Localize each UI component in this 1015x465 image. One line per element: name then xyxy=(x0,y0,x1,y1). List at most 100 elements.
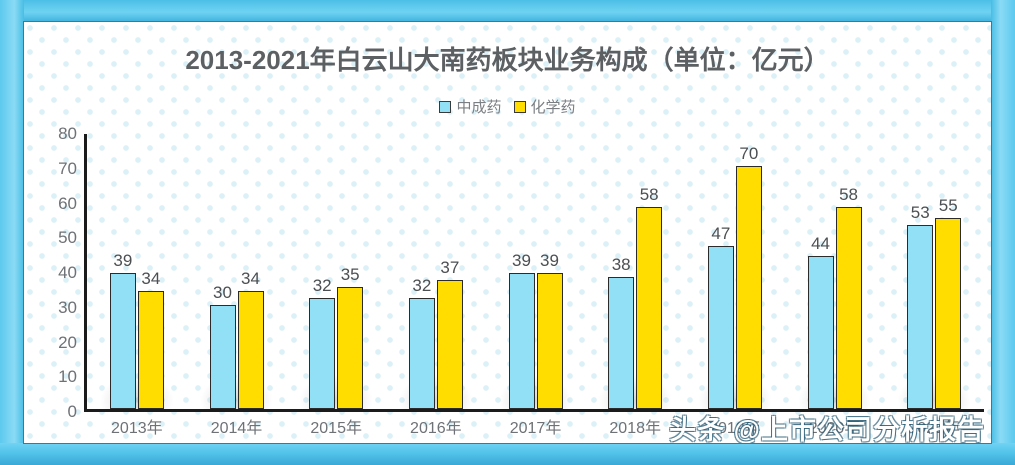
x-axis-label: 2017年 xyxy=(509,420,562,437)
bar-group: 38 58 xyxy=(585,131,685,409)
bar-value-label: 30 xyxy=(213,282,232,302)
frame-bevel-right xyxy=(991,0,1015,465)
bar-value-label: 39 xyxy=(113,251,133,271)
x-axis-label: 2018年 xyxy=(609,420,661,437)
legend-item-0[interactable]: 中成药 xyxy=(439,96,502,117)
bar[interactable]: 38 xyxy=(608,255,635,409)
bar-value-label: 70 xyxy=(739,143,759,163)
bar-column: 39 xyxy=(508,131,535,409)
bar-column: 58 xyxy=(636,131,663,409)
bar-column: 35 xyxy=(337,131,364,409)
bar[interactable]: 34 xyxy=(237,269,264,409)
bar-value-label: 38 xyxy=(611,254,631,274)
x-axis-label: 2019年 xyxy=(709,420,761,437)
y-tick-label: 20 xyxy=(58,332,77,352)
bar-column: 32 xyxy=(309,131,336,409)
bar[interactable]: 37 xyxy=(436,258,463,409)
legend-label: 中成药 xyxy=(456,99,502,116)
legend-label: 化学药 xyxy=(530,99,576,116)
bar-column: 39 xyxy=(536,131,563,409)
bar[interactable]: 32 xyxy=(408,276,435,409)
legend-swatch-icon xyxy=(439,100,452,113)
y-tick-label: 30 xyxy=(58,297,77,317)
bar-value-label: 35 xyxy=(340,265,360,285)
bar-column: 34 xyxy=(237,131,264,409)
bar-value-label: 39 xyxy=(540,251,559,271)
bar-group: 47 70 xyxy=(685,131,785,409)
bar-value-label: 39 xyxy=(512,251,531,271)
frame-bevel-left xyxy=(0,0,24,465)
bar-column: 53 xyxy=(907,131,934,409)
y-tick-label: 50 xyxy=(58,228,77,248)
bar[interactable]: 55 xyxy=(935,196,962,409)
bar[interactable]: 53 xyxy=(907,203,934,409)
bar[interactable]: 58 xyxy=(835,185,862,409)
frame-bevel-top xyxy=(0,0,1015,22)
frame-bevel-bottom xyxy=(0,443,1015,465)
bar-value-label: 58 xyxy=(639,185,659,205)
bar[interactable]: 34 xyxy=(137,269,164,409)
bar-column: 55 xyxy=(935,131,962,409)
bar-value-label: 34 xyxy=(141,268,161,288)
x-axis-label: 2014年 xyxy=(210,420,263,437)
y-tick-label: 40 xyxy=(58,263,77,282)
plot-area: 80 70 60 50 40 30 20 10 0 39 34 30 34 32 35 32 37 39 39 38… xyxy=(58,112,984,421)
bar-group: 30 34 xyxy=(187,131,287,409)
bar-group: 39 39 xyxy=(486,131,586,409)
chart-title: 2013-2021年白云山大南药板块业务构成（单位：亿元） xyxy=(185,45,830,75)
bar[interactable]: 35 xyxy=(337,265,364,409)
bar-column: 70 xyxy=(735,131,762,409)
legend-item-1[interactable]: 化学药 xyxy=(513,96,576,117)
bar[interactable]: 39 xyxy=(536,251,563,409)
bar-column: 47 xyxy=(707,131,734,409)
x-axis-label: 2021年 xyxy=(908,420,961,437)
bar-value-label: 37 xyxy=(440,258,460,278)
bar[interactable]: 70 xyxy=(735,144,762,409)
bar-group: 44 58 xyxy=(785,131,885,409)
bar-value-label: 55 xyxy=(938,195,958,215)
bar-groups: 39 34 30 34 32 35 32 37 39 39 38 58 47 70 44 58 53 55 xyxy=(87,131,984,409)
bar-column: 30 xyxy=(209,131,236,409)
x-axis-label: 2015年 xyxy=(310,420,362,437)
bar-column: 58 xyxy=(835,131,862,409)
y-tick-label: 70 xyxy=(58,158,77,178)
bar-group: 32 37 xyxy=(386,131,486,409)
chart-legend: 中成药 化学药 xyxy=(24,96,991,117)
bar-value-label: 32 xyxy=(312,275,332,295)
bar-column: 34 xyxy=(137,131,164,409)
y-axis-line xyxy=(84,134,87,412)
x-axis-label: 2020年 xyxy=(808,420,861,437)
watermark-text: 头条 @上市公司分析报告 xyxy=(669,415,985,443)
bar[interactable]: 44 xyxy=(807,234,834,409)
bar-column: 37 xyxy=(436,131,463,409)
y-tick-label: 80 xyxy=(58,124,77,143)
bar-value-label: 53 xyxy=(910,202,930,222)
y-tick-label: 0 xyxy=(67,402,77,421)
x-axis-label: 2016年 xyxy=(410,420,462,437)
bar-value-label: 47 xyxy=(711,223,731,243)
y-tick-label: 10 xyxy=(58,367,77,387)
bar[interactable]: 47 xyxy=(707,224,734,409)
bar-value-label: 34 xyxy=(241,268,260,288)
bar[interactable]: 30 xyxy=(209,283,236,409)
bar-group: 39 34 xyxy=(87,131,187,409)
bar-group: 32 35 xyxy=(286,131,386,409)
bar[interactable]: 39 xyxy=(508,251,535,409)
x-axis-line xyxy=(84,409,984,412)
bar-value-label: 58 xyxy=(839,185,858,205)
bar[interactable]: 39 xyxy=(109,251,136,409)
bar-group: 53 55 xyxy=(884,131,984,409)
bar-column: 38 xyxy=(608,131,635,409)
bar[interactable]: 58 xyxy=(636,185,663,409)
x-axis-category-labels: 2013年 2014年 2015年 2016年 2017年 2018年 2019年 2020年… xyxy=(87,414,984,438)
frame-inner-line xyxy=(23,21,992,444)
bar[interactable]: 32 xyxy=(309,276,336,409)
bar-column: 44 xyxy=(807,131,834,409)
bar-column: 32 xyxy=(408,131,435,409)
chart-plate: 2013-2021年白云山大南药板块业务构成（单位：亿元） 中成药 化学药 80 7… xyxy=(24,22,991,443)
legend-swatch-icon xyxy=(513,100,526,113)
bar-column: 39 xyxy=(109,131,136,409)
bar-value-label: 44 xyxy=(811,234,830,254)
bar-value-label: 32 xyxy=(412,275,432,295)
